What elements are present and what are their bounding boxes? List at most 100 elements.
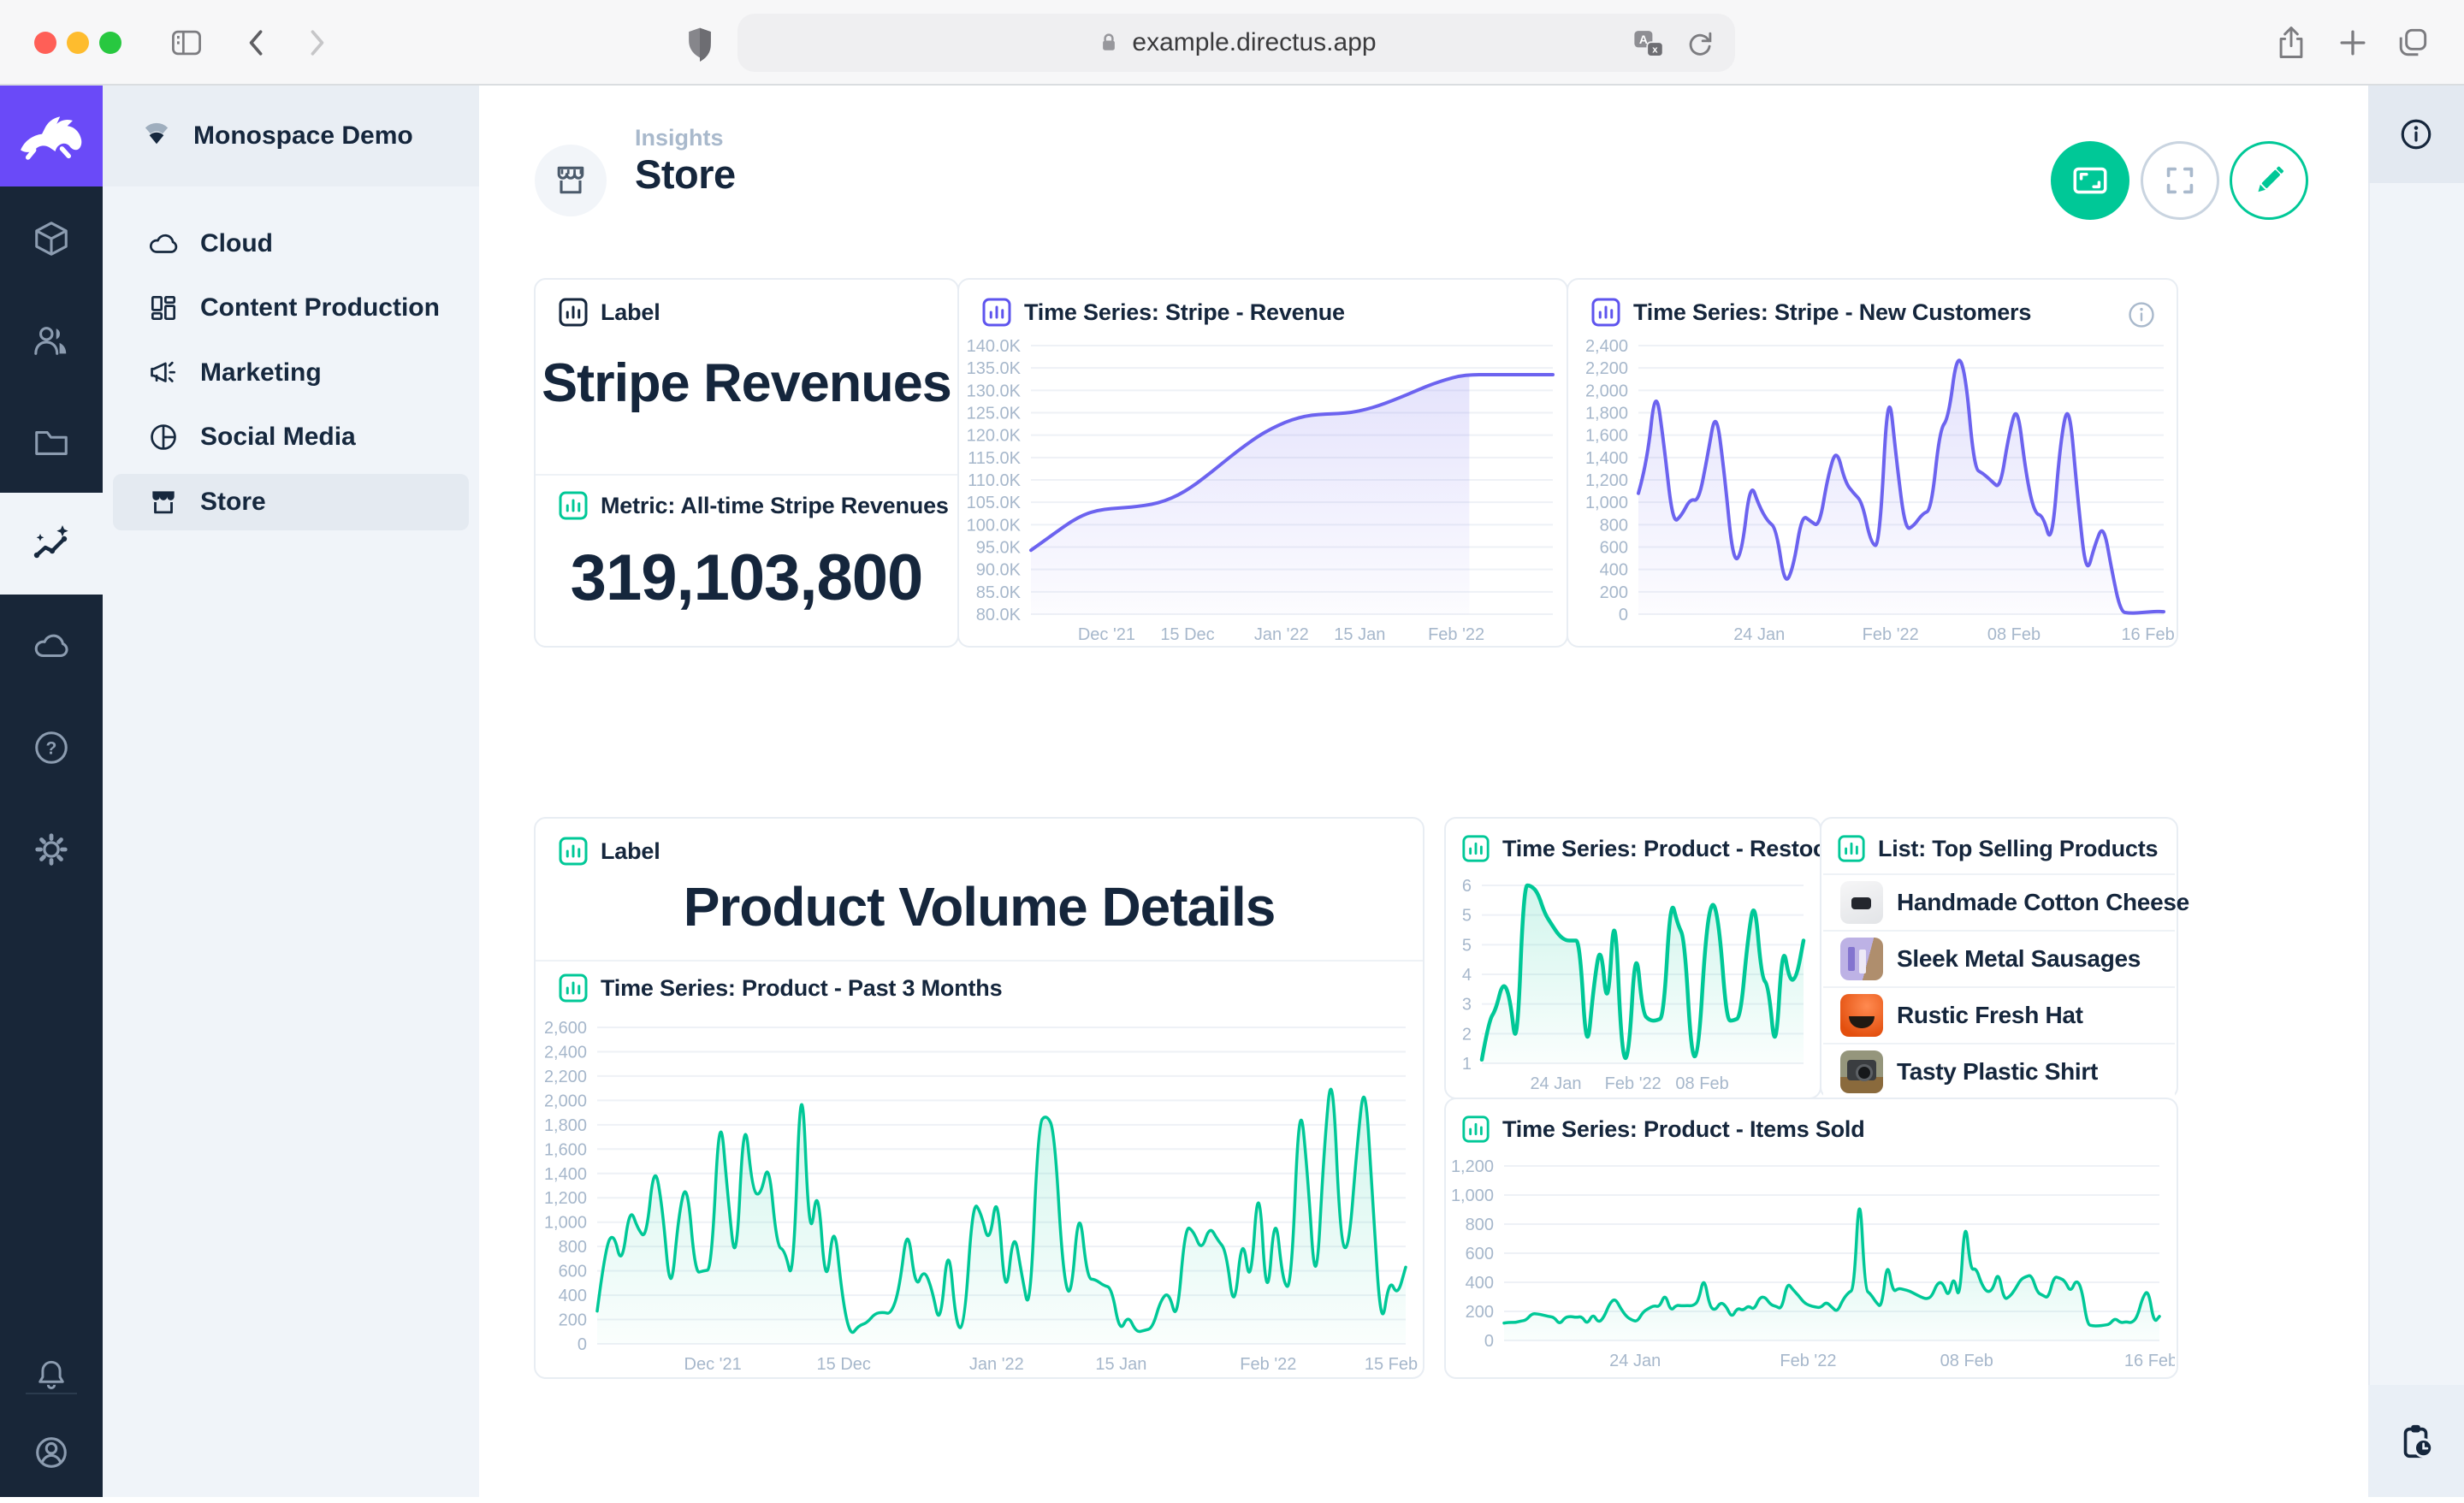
new-tab-icon[interactable]: [2334, 24, 2372, 62]
module-settings[interactable]: [0, 798, 103, 900]
sidebar-item-label: Marketing: [200, 358, 322, 388]
tab-overview-icon[interactable]: [2394, 24, 2431, 62]
module-insights-active[interactable]: [0, 493, 103, 595]
time-series-panel-icon: [1461, 834, 1490, 863]
zoom-window-button[interactable]: [99, 32, 121, 54]
svg-text:1,400: 1,400: [544, 1165, 587, 1184]
module-help[interactable]: ?: [0, 696, 103, 798]
full-width-toggle-button[interactable]: [2051, 141, 2129, 220]
svg-text:4: 4: [1462, 966, 1472, 985]
folder-icon: [32, 423, 71, 462]
svg-text:Dec '21: Dec '21: [684, 1355, 742, 1371]
module-content[interactable]: [0, 187, 103, 289]
svg-text:1,200: 1,200: [1451, 1157, 1494, 1176]
product-name: Sleek Metal Sausages: [1897, 945, 2141, 973]
sidebar-item-cloud[interactable]: Cloud: [113, 216, 469, 272]
svg-text:1,200: 1,200: [1585, 471, 1628, 490]
svg-text:105.0K: 105.0K: [967, 494, 1022, 512]
translate-icon[interactable]: Ax: [1631, 26, 1667, 62]
svg-text:85.0K: 85.0K: [976, 583, 1022, 602]
forward-icon[interactable]: [298, 24, 335, 62]
avatar-icon: [32, 1433, 71, 1472]
rabbit-logo-icon: [18, 111, 85, 161]
svg-text:1,000: 1,000: [544, 1214, 587, 1233]
label-text: Stripe Revenues: [536, 352, 957, 414]
sidebar-item-store-active[interactable]: Store: [113, 474, 469, 530]
sidebar-item-label: Content Production: [200, 293, 440, 322]
module-cloud[interactable]: [0, 595, 103, 696]
product-name: Tasty Plastic Shirt: [1897, 1058, 2098, 1086]
user-avatar-button[interactable]: [0, 1401, 103, 1503]
svg-text:5: 5: [1462, 907, 1472, 926]
reload-icon[interactable]: [1684, 27, 1716, 60]
module-users[interactable]: [0, 289, 103, 391]
close-window-button[interactable]: [34, 32, 56, 54]
fullscreen-icon: [2160, 161, 2200, 200]
revenue-chart: 140.0K135.0K130.0K125.0K120.0K115.0K110.…: [964, 325, 1565, 645]
fullscreen-button[interactable]: [2141, 141, 2219, 220]
svg-text:15 Dec: 15 Dec: [817, 1355, 871, 1371]
lock-icon: [1096, 30, 1122, 56]
share-icon[interactable]: [2272, 24, 2310, 62]
svg-text:08 Feb: 08 Feb: [1940, 1352, 1993, 1370]
sidebar-item-label: Social Media: [200, 423, 356, 452]
svg-text:Feb '22: Feb '22: [1428, 625, 1484, 644]
sidebar-item-marketing[interactable]: Marketing: [113, 345, 469, 401]
sidebar-item-content-production[interactable]: Content Production: [113, 280, 469, 336]
back-icon[interactable]: [238, 24, 275, 62]
list-item[interactable]: Tasty Plastic Shirt: [1823, 1043, 2175, 1099]
list-item[interactable]: Rustic Fresh Hat: [1823, 986, 2175, 1043]
sidebar-toggle-icon[interactable]: [168, 24, 205, 62]
panel-header-title: Metric: All-time Stripe Revenues: [601, 493, 949, 519]
svg-text:1,800: 1,800: [544, 1116, 587, 1135]
svg-text:200: 200: [559, 1311, 587, 1330]
list-item[interactable]: Handmade Cotton Cheese: [1823, 873, 2175, 930]
svg-text:600: 600: [559, 1263, 587, 1281]
minimize-window-button[interactable]: [67, 32, 89, 54]
panel-list-top-selling: List: Top Selling Products Handmade Cott…: [1820, 817, 2178, 1099]
svg-text:Feb '22: Feb '22: [1863, 625, 1919, 644]
directus-logo[interactable]: [0, 86, 103, 186]
svg-text:2: 2: [1462, 1025, 1472, 1044]
svg-text:2,400: 2,400: [1585, 337, 1628, 356]
edit-dashboard-button[interactable]: [2230, 141, 2308, 220]
panel-header-title: Label: [601, 838, 660, 865]
pie-chart-icon: [147, 421, 180, 453]
svg-text:Jan '22: Jan '22: [1254, 625, 1309, 644]
svg-text:135.0K: 135.0K: [967, 359, 1022, 378]
panel-header-title: List: Top Selling Products: [1878, 836, 2158, 862]
users-icon: [32, 321, 71, 360]
privacy-shield-icon[interactable]: [681, 24, 719, 62]
list-item[interactable]: Sleek Metal Sausages: [1823, 930, 2175, 986]
project-header[interactable]: Monospace Demo: [103, 86, 479, 186]
panel-ts-revenue: Time Series: Stripe - Revenue 140.0K135.…: [957, 278, 1568, 648]
sidebar-item-label: Cloud: [200, 229, 273, 258]
svg-text:95.0K: 95.0K: [976, 539, 1022, 558]
panel-header-title: Time Series: Product - Items Sold: [1502, 1116, 1865, 1143]
sidebar-activity-button[interactable]: [2368, 1385, 2464, 1497]
svg-text:15 Jan: 15 Jan: [1334, 625, 1385, 644]
sidebar-item-label: Store: [200, 488, 266, 517]
panel-divider: [536, 474, 957, 476]
help-circle-icon: ?: [32, 728, 71, 767]
url-text: example.directus.app: [1132, 28, 1376, 57]
breadcrumb[interactable]: Insights: [635, 125, 724, 151]
svg-text:24 Jan: 24 Jan: [1609, 1352, 1661, 1370]
svg-text:2,000: 2,000: [544, 1092, 587, 1110]
panel-label-stripe: Label Stripe Revenues Metric: All-time S…: [534, 278, 959, 648]
svg-text:1,400: 1,400: [1585, 449, 1628, 468]
svg-text:0: 0: [1619, 606, 1628, 624]
right-sidebar: [2368, 86, 2464, 1497]
svg-text:800: 800: [559, 1238, 587, 1257]
label-text: Product Volume Details: [536, 875, 1423, 938]
svg-text:Dec '21: Dec '21: [1078, 625, 1135, 644]
storefront-icon: [552, 162, 589, 199]
sidebar-item-social-media[interactable]: Social Media: [113, 409, 469, 465]
module-files[interactable]: [0, 391, 103, 493]
sidebar-info-button[interactable]: [2368, 86, 2464, 183]
svg-text:16 Feb: 16 Feb: [2121, 625, 2174, 644]
svg-text:1,600: 1,600: [1585, 427, 1628, 446]
svg-text:6: 6: [1462, 877, 1472, 896]
address-bar[interactable]: example.directus.app Ax: [737, 14, 1735, 72]
panel-header-title: Label: [601, 299, 660, 326]
